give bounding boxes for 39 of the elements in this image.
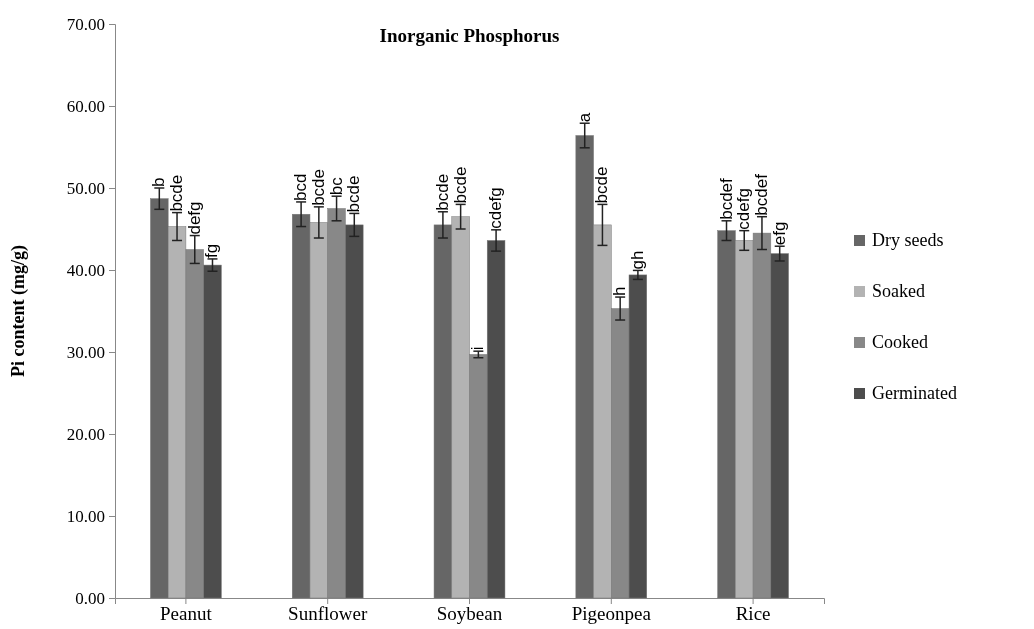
data-label: bcd	[291, 173, 311, 201]
data-label: i	[468, 346, 488, 351]
data-label: bcde	[592, 166, 612, 204]
data-label: bc	[326, 176, 346, 196]
data-label: bcde	[167, 174, 187, 212]
data-label: bcdef	[716, 177, 736, 220]
data-label: cdefg	[734, 188, 754, 230]
data-label: gh	[627, 250, 647, 270]
x-tick-label: Sunflower	[288, 603, 368, 625]
y-tick-label: 50.00	[66, 178, 105, 198]
y-tick-label: 60.00	[66, 96, 105, 116]
y-tick-label: 30.00	[66, 342, 105, 362]
y-tick-label: 10.00	[66, 506, 105, 526]
data-label: b	[149, 177, 169, 187]
data-label: fg	[202, 243, 222, 258]
data-label: a	[574, 112, 594, 123]
data-label: bcdef	[751, 173, 771, 216]
data-label: bcde	[450, 166, 470, 204]
legend-label: Cooked	[872, 332, 928, 352]
data-label: cdefg	[486, 187, 506, 229]
x-tick-label: Peanut	[160, 603, 213, 625]
x-tick-label: Soybean	[436, 603, 503, 625]
data-label: bcde	[344, 175, 364, 213]
data-label: defg	[184, 201, 204, 235]
chart-title: Inorganic Phosphorus	[379, 25, 560, 46]
x-tick-label: Rice	[735, 603, 771, 625]
y-tick-label: 40.00	[66, 260, 105, 280]
legend-label: Dry seeds	[872, 230, 944, 250]
data-label: efg	[769, 221, 789, 246]
x-tick-label: Pigeonpea	[571, 603, 652, 625]
y-tick-label: 20.00	[66, 424, 105, 444]
y-tick-label: 0.00	[75, 588, 105, 608]
legend-label: Soaked	[872, 281, 925, 301]
data-label: bcde	[308, 168, 328, 206]
data-label: h	[610, 286, 630, 297]
y-axis-title: Pi content (mg/g)	[8, 245, 29, 377]
legend-label: Germinated	[872, 383, 957, 403]
data-label: bcde	[432, 173, 452, 211]
y-tick-label: 70.00	[66, 14, 105, 34]
